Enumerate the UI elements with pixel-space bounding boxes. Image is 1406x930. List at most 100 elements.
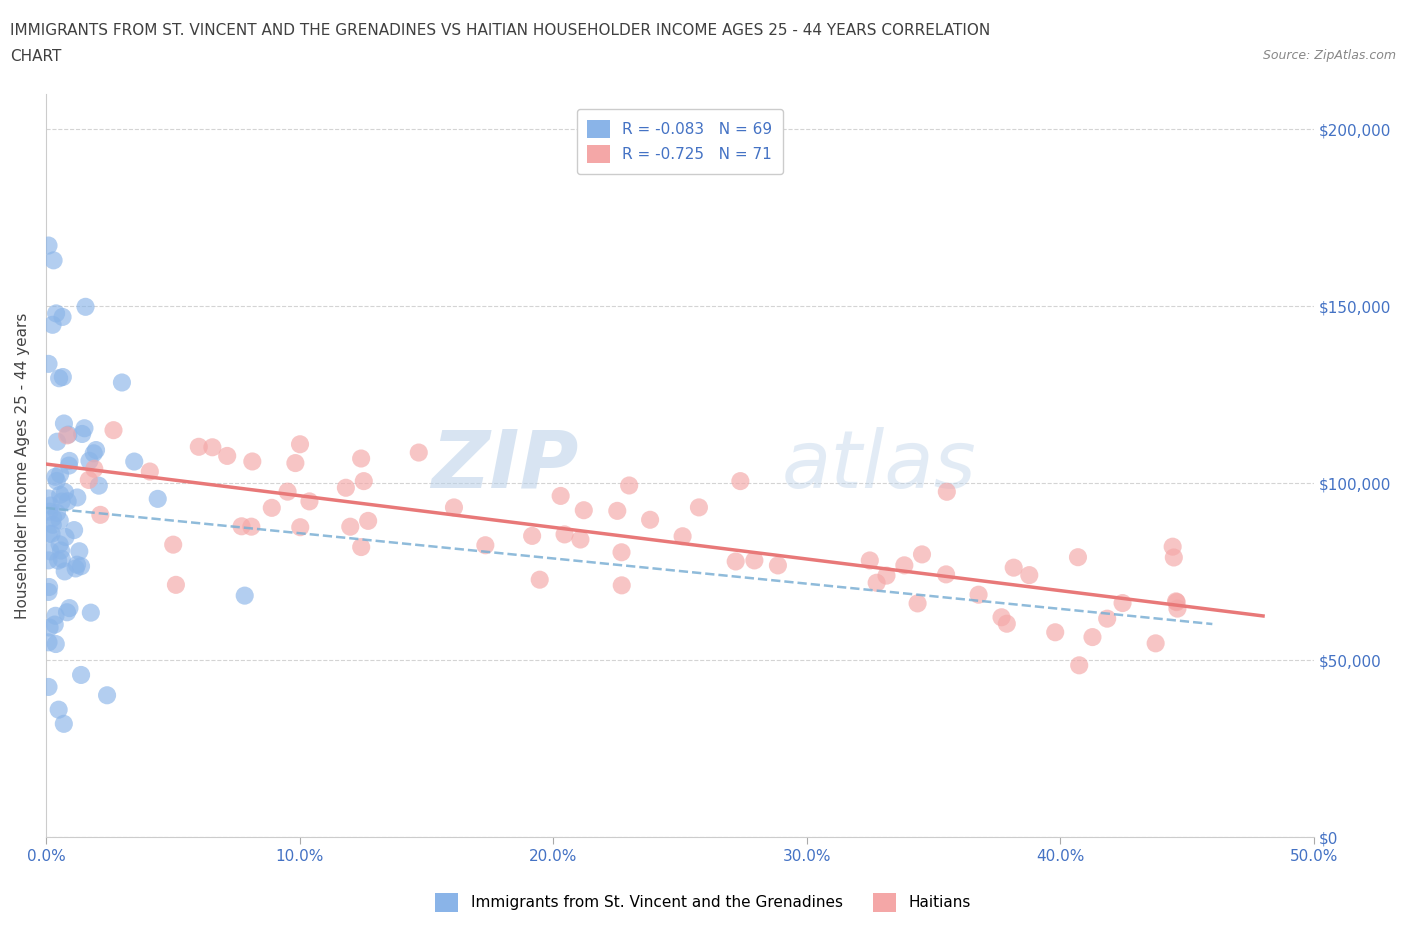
Point: [554, 527, 576, 542]
Point: [49, 467, 72, 482]
Point: [995, 617, 1018, 631]
Point: [49, 487, 72, 502]
Point: [1166, 594, 1188, 609]
Point: [39, 498, 62, 513]
Point: [350, 539, 373, 554]
Point: [75, 299, 97, 314]
Point: [1095, 611, 1118, 626]
Point: [967, 587, 990, 602]
Text: ZIP: ZIP: [432, 427, 578, 505]
Text: CHART: CHART: [10, 49, 62, 64]
Point: [38, 526, 60, 541]
Point: [53, 564, 76, 578]
Point: [65, 561, 87, 576]
Point: [606, 503, 628, 518]
Point: [1067, 550, 1090, 565]
Point: [45, 473, 67, 488]
Point: [87, 478, 110, 493]
Point: [443, 500, 465, 515]
Point: [1069, 658, 1091, 672]
Point: [671, 529, 693, 544]
Point: [1144, 636, 1167, 651]
Point: [162, 538, 184, 552]
Point: [55, 529, 77, 544]
Point: [84, 443, 107, 458]
Point: [38, 585, 60, 600]
Point: [42, 511, 65, 525]
Point: [83, 461, 105, 476]
Point: [73, 420, 96, 435]
Point: [139, 464, 162, 479]
Point: [1164, 594, 1187, 609]
Point: [1161, 539, 1184, 554]
Point: [38, 620, 60, 635]
Point: [51, 310, 73, 325]
Point: [1111, 595, 1133, 610]
Point: [45, 306, 67, 321]
Point: [111, 375, 134, 390]
Point: [550, 488, 572, 503]
Point: [298, 494, 321, 509]
Point: [70, 559, 93, 574]
Point: [730, 473, 752, 488]
Point: [96, 688, 118, 703]
Point: [49, 543, 72, 558]
Point: [56, 494, 79, 509]
Point: [122, 454, 145, 469]
Point: [52, 369, 75, 384]
Point: [46, 553, 69, 568]
Point: [935, 567, 957, 582]
Point: [38, 356, 60, 371]
Point: [357, 513, 380, 528]
Text: atlas: atlas: [782, 427, 976, 505]
Point: [58, 454, 80, 469]
Point: [146, 491, 169, 506]
Point: [38, 238, 60, 253]
Point: [52, 416, 75, 431]
Point: [58, 427, 80, 442]
Point: [38, 504, 60, 519]
Point: [766, 558, 789, 573]
Point: [38, 491, 60, 506]
Point: [876, 568, 898, 583]
Point: [231, 519, 253, 534]
Point: [350, 451, 373, 466]
Point: [66, 490, 89, 505]
Point: [103, 423, 125, 438]
Point: [744, 553, 766, 568]
Point: [353, 473, 375, 488]
Point: [1002, 560, 1025, 575]
Point: [240, 454, 263, 469]
Point: [990, 610, 1012, 625]
Text: IMMIGRANTS FROM ST. VINCENT AND THE GRENADINES VS HAITIAN HOUSEHOLDER INCOME AGE: IMMIGRANTS FROM ST. VINCENT AND THE GREN…: [10, 23, 990, 38]
Point: [335, 480, 357, 495]
Point: [77, 472, 100, 487]
Point: [520, 528, 543, 543]
Point: [41, 526, 63, 541]
Point: [859, 553, 882, 568]
Point: [408, 445, 430, 460]
Point: [569, 532, 592, 547]
Point: [474, 538, 496, 552]
Point: [617, 478, 640, 493]
Point: [89, 508, 111, 523]
Point: [38, 680, 60, 695]
Point: [46, 505, 69, 520]
Point: [42, 253, 65, 268]
Point: [51, 551, 73, 566]
Point: [893, 558, 915, 573]
Legend: R = -0.083   N = 69, R = -0.725   N = 71: R = -0.083 N = 69, R = -0.725 N = 71: [576, 109, 783, 174]
Point: [1045, 625, 1067, 640]
Point: [288, 437, 311, 452]
Point: [290, 520, 312, 535]
Legend: Immigrants from St. Vincent and the Grenadines, Haitians: Immigrants from St. Vincent and the Gren…: [429, 887, 977, 918]
Point: [284, 456, 307, 471]
Point: [911, 547, 934, 562]
Point: [66, 557, 89, 572]
Point: [48, 371, 70, 386]
Point: [53, 485, 76, 499]
Point: [240, 519, 263, 534]
Point: [572, 503, 595, 518]
Point: [42, 517, 65, 532]
Point: [339, 519, 361, 534]
